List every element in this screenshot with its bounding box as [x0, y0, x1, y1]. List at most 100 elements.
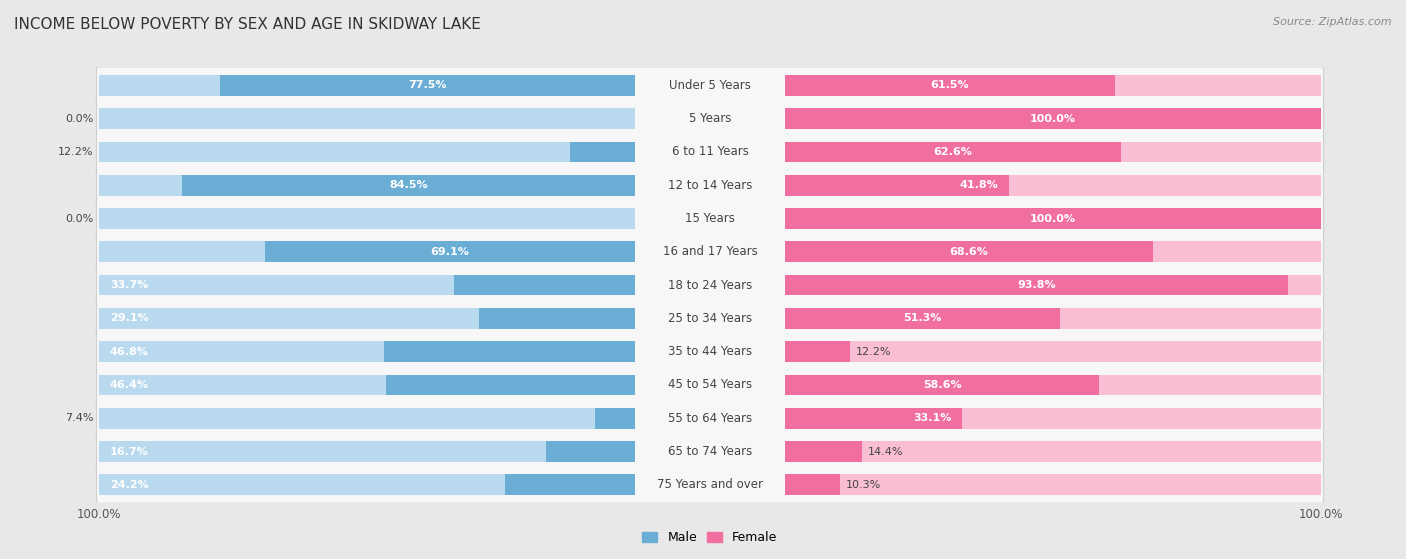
Text: 18 to 24 Years: 18 to 24 Years: [668, 278, 752, 292]
FancyBboxPatch shape: [97, 101, 1323, 136]
Text: 46.4%: 46.4%: [110, 380, 149, 390]
Bar: [785, 441, 862, 462]
Bar: [785, 241, 1322, 262]
Text: 51.3%: 51.3%: [903, 314, 942, 323]
Bar: [505, 475, 636, 495]
Text: 33.7%: 33.7%: [110, 280, 148, 290]
FancyBboxPatch shape: [96, 398, 1324, 438]
Text: 6 to 11 Years: 6 to 11 Years: [672, 145, 748, 158]
Text: 41.8%: 41.8%: [959, 180, 998, 190]
Text: 0.0%: 0.0%: [66, 113, 94, 124]
Text: 69.1%: 69.1%: [430, 247, 470, 257]
Bar: [785, 308, 1060, 329]
Bar: [479, 308, 636, 329]
Text: 14.4%: 14.4%: [868, 447, 903, 457]
FancyBboxPatch shape: [96, 432, 1324, 471]
Text: 12.2%: 12.2%: [856, 347, 891, 357]
Bar: [785, 475, 841, 495]
Bar: [98, 241, 636, 262]
Bar: [785, 108, 1322, 129]
Bar: [183, 175, 636, 196]
Bar: [785, 75, 1115, 96]
Bar: [98, 308, 636, 329]
FancyBboxPatch shape: [96, 132, 1324, 172]
Text: 12 to 14 Years: 12 to 14 Years: [668, 179, 752, 192]
Text: 29.1%: 29.1%: [110, 314, 149, 323]
FancyBboxPatch shape: [96, 299, 1324, 338]
FancyBboxPatch shape: [96, 365, 1324, 405]
Bar: [785, 308, 1322, 329]
Bar: [384, 342, 636, 362]
Bar: [785, 175, 1322, 196]
FancyBboxPatch shape: [97, 267, 1323, 303]
Text: 16 and 17 Years: 16 and 17 Years: [662, 245, 758, 258]
Bar: [569, 141, 636, 162]
Bar: [387, 375, 636, 395]
Bar: [785, 342, 851, 362]
Text: 16.7%: 16.7%: [110, 447, 149, 457]
FancyBboxPatch shape: [96, 165, 1324, 205]
Bar: [785, 175, 1010, 196]
Text: 55 to 64 Years: 55 to 64 Years: [668, 412, 752, 425]
Text: 75 Years and over: 75 Years and over: [657, 479, 763, 491]
FancyBboxPatch shape: [97, 367, 1323, 403]
FancyBboxPatch shape: [97, 467, 1323, 503]
Bar: [98, 141, 636, 162]
Bar: [98, 408, 636, 429]
Bar: [785, 441, 1322, 462]
Text: 15 Years: 15 Years: [685, 212, 735, 225]
Bar: [785, 208, 1322, 229]
FancyBboxPatch shape: [96, 198, 1324, 239]
Text: 33.1%: 33.1%: [914, 413, 952, 423]
Bar: [785, 141, 1322, 162]
Text: 35 to 44 Years: 35 to 44 Years: [668, 345, 752, 358]
Bar: [219, 75, 636, 96]
FancyBboxPatch shape: [96, 331, 1324, 372]
Text: 100.0%: 100.0%: [1031, 113, 1076, 124]
Text: 93.8%: 93.8%: [1017, 280, 1056, 290]
FancyBboxPatch shape: [97, 134, 1323, 170]
Text: 65 to 74 Years: 65 to 74 Years: [668, 445, 752, 458]
Text: Source: ZipAtlas.com: Source: ZipAtlas.com: [1274, 17, 1392, 27]
Text: 7.4%: 7.4%: [65, 413, 94, 423]
FancyBboxPatch shape: [97, 300, 1323, 337]
FancyBboxPatch shape: [96, 232, 1324, 272]
Text: 58.6%: 58.6%: [922, 380, 962, 390]
FancyBboxPatch shape: [97, 167, 1323, 203]
Text: 77.5%: 77.5%: [408, 80, 447, 91]
Text: 25 to 34 Years: 25 to 34 Years: [668, 312, 752, 325]
Text: 24.2%: 24.2%: [110, 480, 149, 490]
Bar: [785, 275, 1322, 295]
Bar: [785, 408, 1322, 429]
Text: 46.8%: 46.8%: [110, 347, 149, 357]
Bar: [785, 375, 1322, 395]
Text: 0.0%: 0.0%: [66, 214, 94, 224]
Text: 84.5%: 84.5%: [389, 180, 427, 190]
FancyBboxPatch shape: [97, 334, 1323, 369]
Text: 61.5%: 61.5%: [931, 80, 969, 91]
Bar: [785, 108, 1322, 129]
Legend: Male, Female: Male, Female: [637, 526, 783, 549]
Bar: [98, 208, 636, 229]
FancyBboxPatch shape: [97, 400, 1323, 436]
FancyBboxPatch shape: [96, 65, 1324, 105]
Bar: [98, 108, 636, 129]
FancyBboxPatch shape: [96, 265, 1324, 305]
Bar: [785, 275, 1288, 295]
Bar: [785, 141, 1121, 162]
Bar: [264, 241, 636, 262]
Bar: [785, 375, 1099, 395]
Text: 100.0%: 100.0%: [1031, 214, 1076, 224]
Bar: [785, 241, 1153, 262]
Bar: [98, 75, 636, 96]
FancyBboxPatch shape: [97, 201, 1323, 236]
Bar: [785, 475, 1322, 495]
Text: Under 5 Years: Under 5 Years: [669, 79, 751, 92]
Bar: [785, 342, 1322, 362]
Bar: [98, 475, 636, 495]
Text: 10.3%: 10.3%: [845, 480, 882, 490]
Text: 45 to 54 Years: 45 to 54 Years: [668, 378, 752, 391]
Bar: [595, 408, 636, 429]
Bar: [785, 408, 963, 429]
Bar: [98, 441, 636, 462]
